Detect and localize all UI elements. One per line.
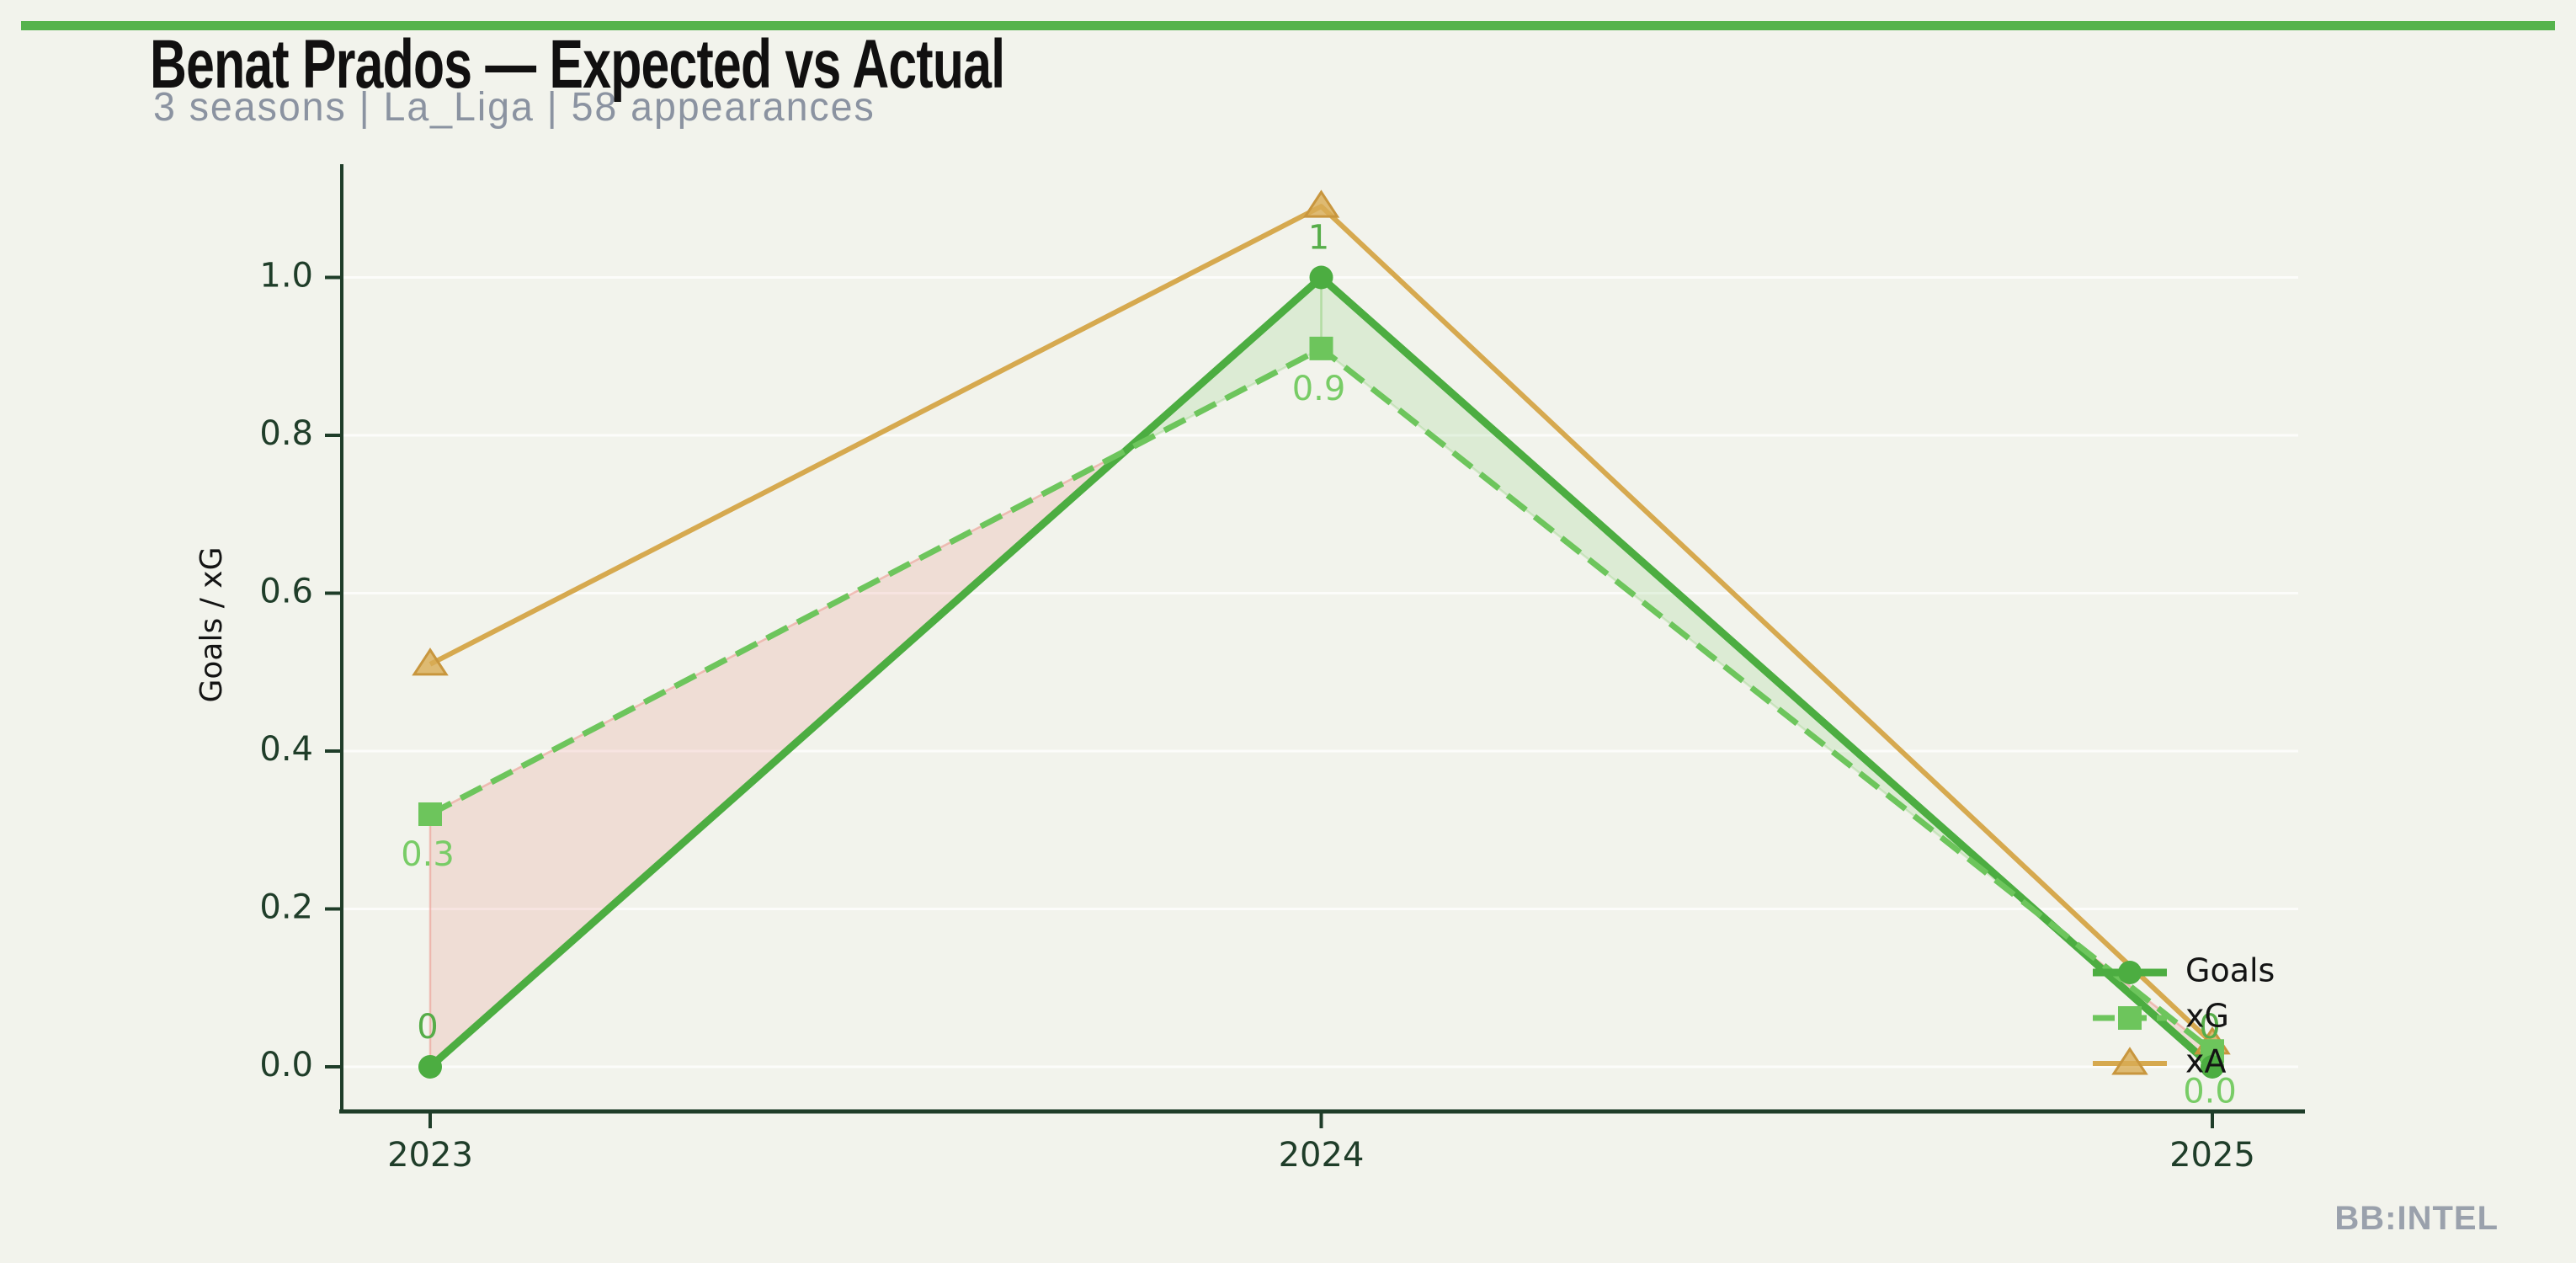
goals-point-label: 0 bbox=[417, 1008, 438, 1047]
legend-label-goals: Goals bbox=[2185, 952, 2275, 989]
goals-marker bbox=[418, 1055, 442, 1079]
y-tick-label: 0.8 bbox=[259, 414, 313, 453]
goals-marker bbox=[1309, 265, 1333, 290]
y-tick-label: 0.2 bbox=[259, 888, 313, 927]
y-tick-label: 1.0 bbox=[259, 257, 313, 296]
chart-subtitle: 3 seasons | La_Liga | 58 appearances bbox=[153, 85, 876, 130]
goals-point-label: 0 bbox=[2199, 1008, 2220, 1047]
y-axis-title: Goals / xG bbox=[194, 547, 229, 703]
goals-point-label: 1 bbox=[1308, 219, 1329, 258]
legend-marker-xg bbox=[2118, 1006, 2142, 1030]
y-tick-label: 0.0 bbox=[259, 1046, 313, 1084]
legend-label-xa: xA bbox=[2185, 1043, 2226, 1080]
xa-marker bbox=[412, 647, 449, 676]
chart-title: Benat Prados — Expected vs Actual bbox=[150, 26, 1005, 103]
xg-point-label: 0.0 bbox=[2183, 1072, 2237, 1111]
xg-marker bbox=[1309, 336, 1333, 360]
xa-marker bbox=[1302, 189, 1340, 218]
x-tick-label: 2025 bbox=[2169, 1136, 2255, 1175]
xg-marker bbox=[418, 802, 442, 826]
watermark-brand: BB:INTEL bbox=[2334, 1200, 2499, 1237]
goals-marker bbox=[2201, 1055, 2224, 1079]
y-tick-label: 0.6 bbox=[259, 573, 313, 611]
x-tick-label: 2023 bbox=[387, 1136, 473, 1175]
y-tick-label: 0.4 bbox=[259, 730, 313, 769]
legend-marker-xa bbox=[2111, 1047, 2148, 1075]
xg-point-label: 0.9 bbox=[1292, 370, 1346, 408]
x-tick-label: 2024 bbox=[1279, 1136, 1365, 1175]
legend-label-xg: xG bbox=[2185, 998, 2229, 1035]
legend-marker-goals bbox=[2118, 961, 2142, 984]
xg-point-label: 0.3 bbox=[401, 835, 455, 874]
accent-top-bar bbox=[21, 21, 2555, 30]
